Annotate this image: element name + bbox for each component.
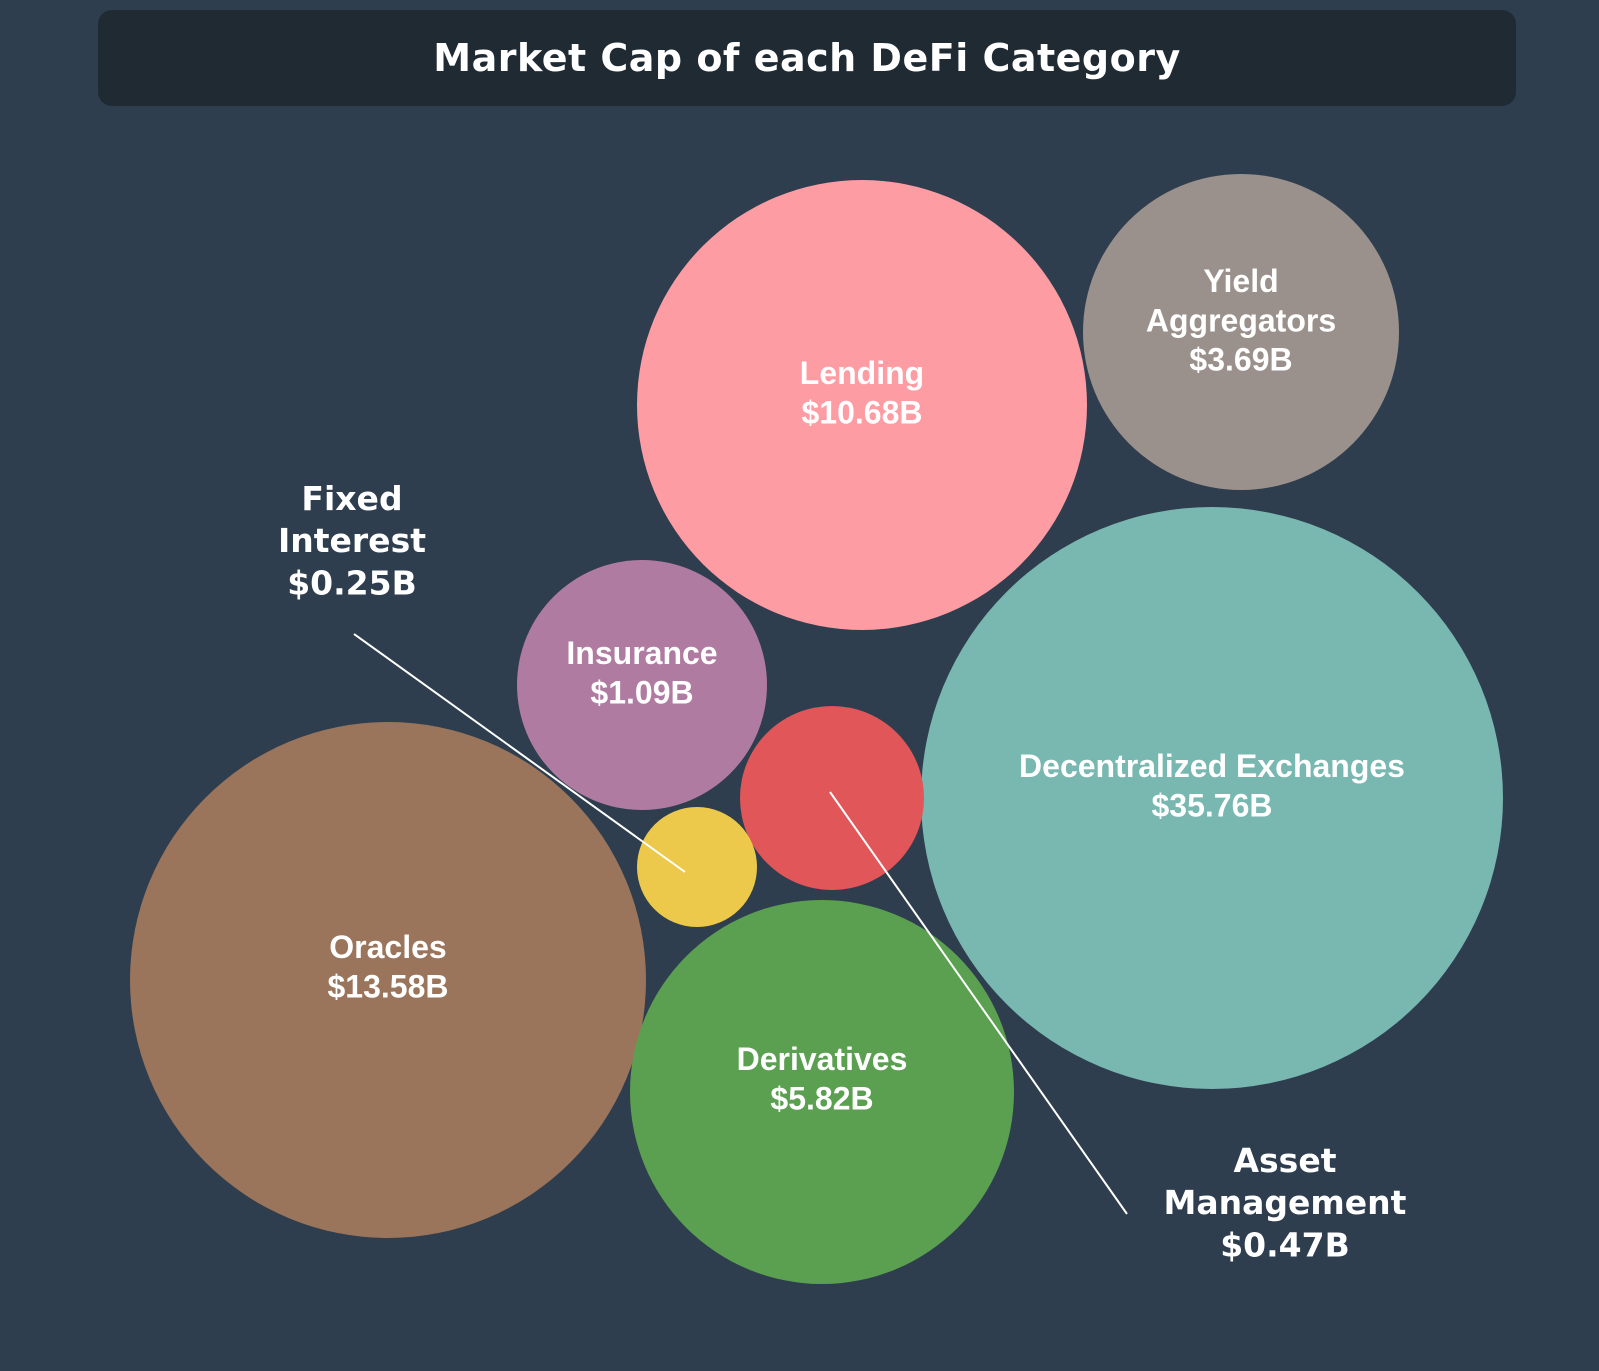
callout-label-fixed-interest: Fixed Interest $0.25B [278, 479, 426, 602]
bubble-decentralized-exchanges[interactable] [921, 507, 1503, 1089]
chart-title: Market Cap of each DeFi Category [433, 36, 1181, 80]
bubble-label-yield-aggregators: Yield Aggregators $3.69B [1146, 263, 1336, 378]
bubble-derivatives[interactable] [630, 900, 1014, 1284]
bubble-yield-aggregators[interactable] [1083, 174, 1399, 490]
bubble-label-insurance: Insurance $1.09B [566, 635, 717, 710]
bubble-fixed-interest[interactable] [637, 807, 757, 927]
bubble-asset-management[interactable] [740, 706, 924, 890]
bubble-label-derivatives: Derivatives $5.82B [737, 1041, 908, 1116]
bubble-label-oracles: Oracles $13.58B [328, 929, 449, 1004]
bubble-label-decentralized-exchanges: Decentralized Exchanges $35.76B [1019, 748, 1405, 823]
bubble-oracles[interactable] [130, 722, 646, 1238]
callout-line-asset-management [829, 791, 1128, 1215]
callout-line-fixed-interest [353, 633, 686, 873]
bubble-lending[interactable] [637, 180, 1087, 630]
callout-label-asset-management: Asset Management $0.47B [1164, 1141, 1407, 1264]
bubble-insurance[interactable] [517, 560, 767, 810]
bubble-label-lending: Lending $10.68B [800, 355, 924, 430]
title-bar: Market Cap of each DeFi Category [98, 10, 1516, 106]
